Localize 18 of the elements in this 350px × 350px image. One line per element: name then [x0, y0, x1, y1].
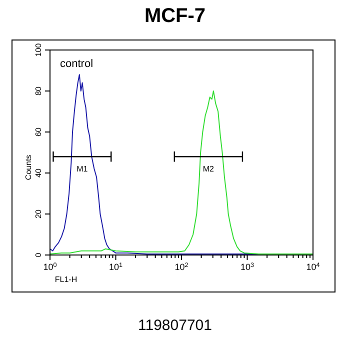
y-tick-label: 80: [34, 86, 43, 96]
y-tick-label: 100: [34, 42, 43, 57]
y-tick-label: 0: [34, 252, 43, 258]
y-tick-label: 20: [34, 209, 43, 218]
annotation: control: [60, 58, 94, 70]
text: 119807701: [138, 317, 212, 334]
y-axis-title: Counts: [24, 154, 33, 180]
x-tick-label: 10$^{4}$: [306, 262, 320, 272]
x-axis-title: FL1-H: [54, 275, 78, 284]
y-tick-label: 60: [34, 127, 43, 136]
x-tick-label: 10$^{1}$: [108, 262, 123, 272]
x-tick-label: 10$^{2}$: [174, 262, 189, 272]
annotation: M2: [202, 164, 215, 174]
annotation: M1: [76, 164, 88, 174]
x-tick-label: 10$^{3}$: [240, 262, 254, 272]
y-tick-label: 40: [34, 168, 43, 178]
chart-title: MCF-7: [144, 5, 206, 27]
x-tick-label: 10$^{0}$: [43, 262, 58, 272]
